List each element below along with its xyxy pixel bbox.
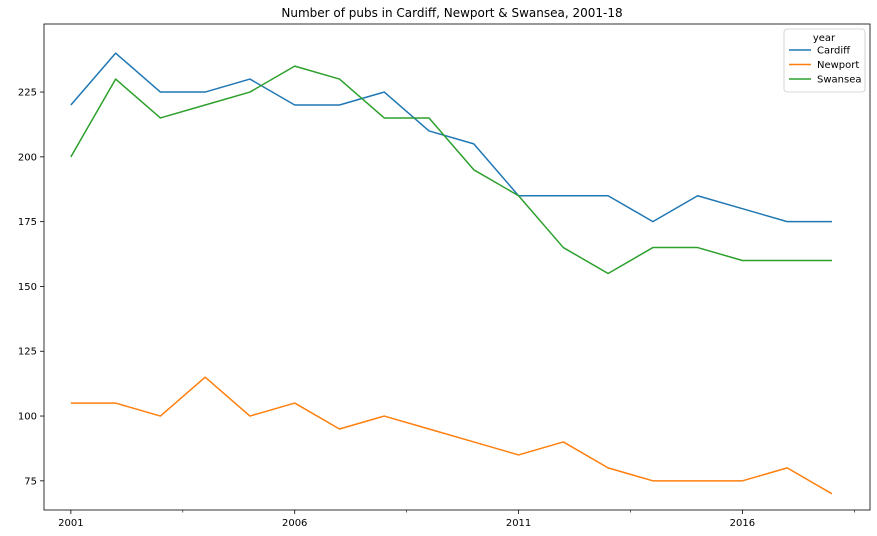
legend-label-newport: Newport xyxy=(817,60,859,71)
x-tick-label: 2011 xyxy=(506,518,531,529)
legend-label-swansea: Swansea xyxy=(817,75,861,86)
x-tick-label: 2016 xyxy=(730,518,755,529)
x-axis: 2001 2006 2011 2016 xyxy=(58,510,855,529)
y-tick-label: 175 xyxy=(18,217,37,228)
y-tick-label: 200 xyxy=(18,152,37,163)
legend-title: year xyxy=(813,33,836,44)
y-tick-label: 150 xyxy=(18,282,37,293)
plot-area xyxy=(43,23,871,511)
legend: year Cardiff Newport Swansea xyxy=(783,28,866,93)
y-tick-label: 125 xyxy=(18,347,37,358)
y-tick-label: 75 xyxy=(24,476,37,487)
legend-label-cardiff: Cardiff xyxy=(817,46,851,57)
series-line-newport xyxy=(70,376,833,495)
series-line-cardiff xyxy=(70,52,832,223)
legend-box xyxy=(783,28,866,93)
series-layer xyxy=(70,52,833,495)
y-tick-label: 225 xyxy=(18,88,37,99)
y-tick-label: 100 xyxy=(18,412,37,423)
x-tick-label: 2001 xyxy=(58,518,83,529)
x-tick-label: 2006 xyxy=(282,518,307,529)
chart-title: Number of pubs in Cardiff, Newport & Swa… xyxy=(281,6,622,20)
series-line-swansea xyxy=(70,65,832,275)
y-axis: 75 100 125 150 175 200 225 xyxy=(18,88,44,487)
